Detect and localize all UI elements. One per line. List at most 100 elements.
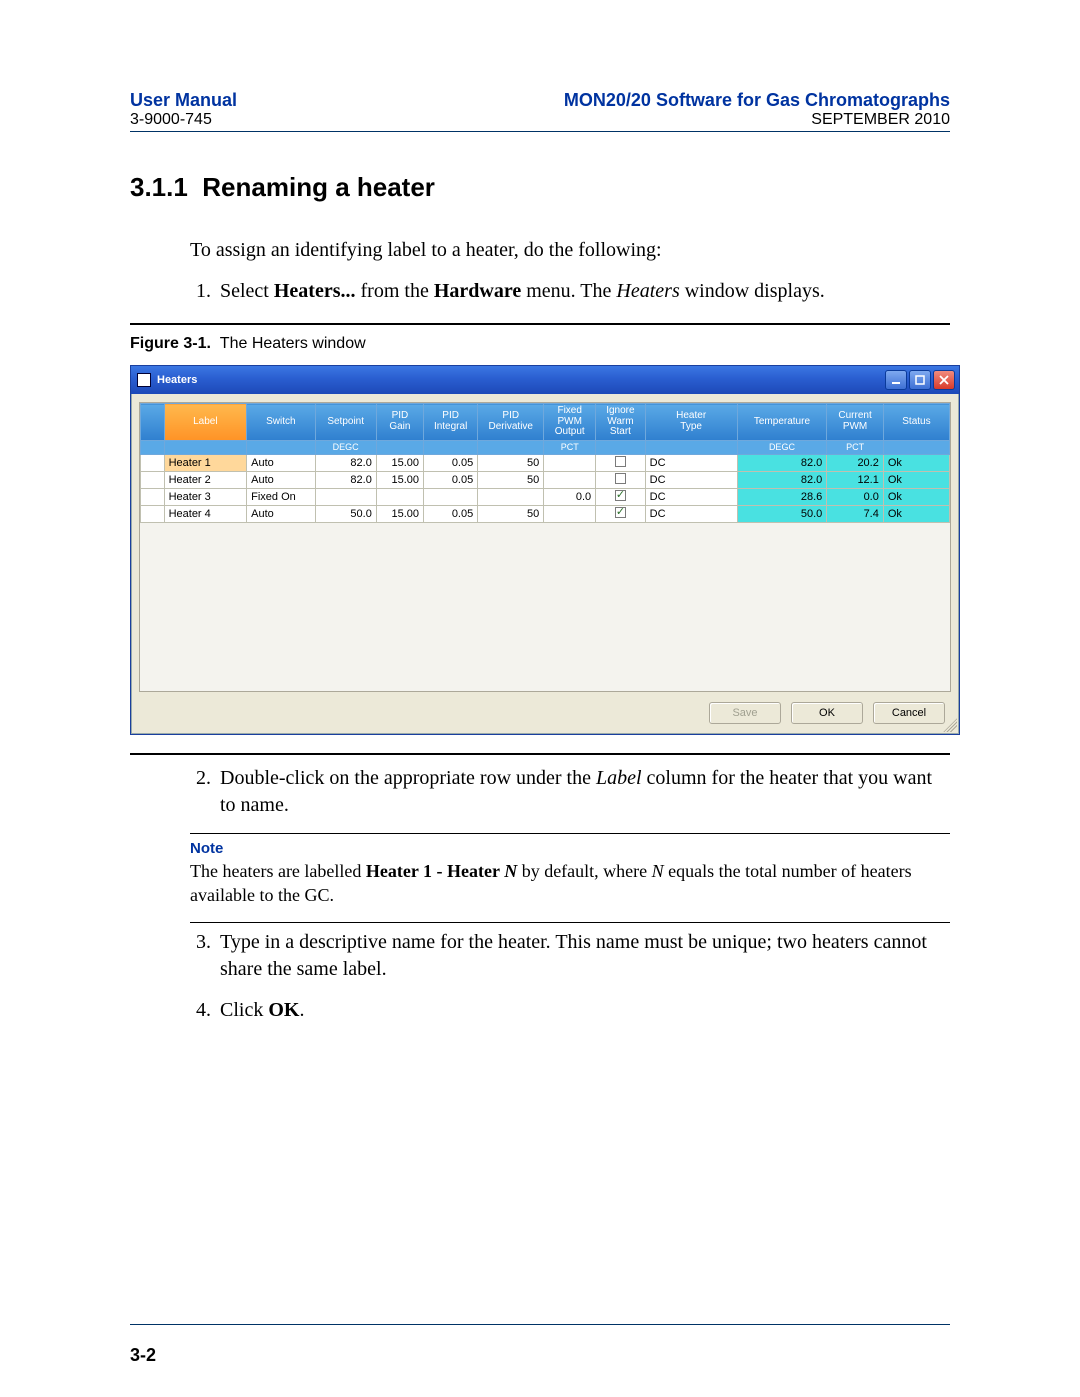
pid-integral-cell[interactable]: 0.05 xyxy=(424,505,478,522)
minimize-button[interactable] xyxy=(885,370,907,390)
checkbox-icon[interactable] xyxy=(615,456,626,467)
column-header[interactable]: PIDIntegral xyxy=(424,404,478,441)
column-header[interactable]: HeaterType xyxy=(645,404,737,441)
fixed-pwm-cell[interactable] xyxy=(544,471,596,488)
column-header[interactable]: Label xyxy=(164,404,247,441)
pid-gain-cell[interactable]: 15.00 xyxy=(376,471,423,488)
column-header[interactable]: IgnoreWarmStart xyxy=(596,404,646,441)
unit-cell: DEGC xyxy=(315,440,376,454)
ok-button[interactable]: OK xyxy=(791,702,863,724)
temperature-cell[interactable]: 28.6 xyxy=(737,488,827,505)
pid-gain-cell[interactable] xyxy=(376,488,423,505)
unit-cell xyxy=(247,440,315,454)
pid-integral-cell[interactable] xyxy=(424,488,478,505)
pid-gain-cell[interactable]: 15.00 xyxy=(376,505,423,522)
column-header[interactable]: PIDGain xyxy=(376,404,423,441)
temperature-cell[interactable]: 82.0 xyxy=(737,471,827,488)
table-row[interactable]: 2Heater 2Auto82.015.000.0550DC82.012.1Ok xyxy=(141,471,950,488)
setpoint-cell[interactable]: 82.0 xyxy=(315,471,376,488)
column-header[interactable]: FixedPWMOutput xyxy=(544,404,596,441)
row-number[interactable]: 3 xyxy=(141,488,165,505)
heater-type-cell[interactable]: DC xyxy=(645,488,737,505)
fixed-pwm-cell[interactable]: 0.0 xyxy=(544,488,596,505)
pid-derivative-cell[interactable]: 50 xyxy=(478,454,544,471)
status-cell[interactable]: Ok xyxy=(883,471,949,488)
column-header[interactable]: PIDDerivative xyxy=(478,404,544,441)
current-pwm-cell[interactable]: 12.1 xyxy=(827,471,884,488)
column-header[interactable]: Status xyxy=(883,404,949,441)
status-cell[interactable]: Ok xyxy=(883,505,949,522)
row-number[interactable]: 4 xyxy=(141,505,165,522)
ignore-warm-start-cell[interactable] xyxy=(596,505,646,522)
setpoint-cell[interactable]: 50.0 xyxy=(315,505,376,522)
pid-gain-cell[interactable]: 15.00 xyxy=(376,454,423,471)
current-pwm-cell[interactable]: 7.4 xyxy=(827,505,884,522)
column-header[interactable]: Temperature xyxy=(737,404,827,441)
pid-derivative-cell[interactable]: 50 xyxy=(478,471,544,488)
heater-type-cell[interactable]: DC xyxy=(645,471,737,488)
column-header[interactable]: CurrentPWM xyxy=(827,404,884,441)
row-number[interactable]: 1 xyxy=(141,454,165,471)
resize-grip-icon[interactable] xyxy=(943,718,957,732)
ignore-warm-start-cell[interactable] xyxy=(596,488,646,505)
table-row[interactable]: 4Heater 4Auto50.015.000.0550DC50.07.4Ok xyxy=(141,505,950,522)
close-button[interactable] xyxy=(933,370,955,390)
label-cell[interactable]: Heater 1 xyxy=(164,454,247,471)
pid-derivative-cell[interactable] xyxy=(478,488,544,505)
table-row[interactable]: 1Heater 1Auto82.015.000.0550DC82.020.2Ok xyxy=(141,454,950,471)
current-pwm-cell[interactable]: 20.2 xyxy=(827,454,884,471)
text: menu. The xyxy=(521,280,616,302)
status-cell[interactable]: Ok xyxy=(883,488,949,505)
setpoint-cell[interactable]: 82.0 xyxy=(315,454,376,471)
heaters-table[interactable]: LabelSwitchSetpointPIDGainPIDIntegralPID… xyxy=(140,403,950,523)
note-body: The heaters are labelled Heater 1 - Heat… xyxy=(190,859,950,908)
cancel-button[interactable]: Cancel xyxy=(873,702,945,724)
text: by default, where xyxy=(517,861,651,881)
heater-type-cell[interactable]: DC xyxy=(645,505,737,522)
checkbox-icon[interactable] xyxy=(615,507,626,518)
text: from the xyxy=(356,280,434,302)
ignore-warm-start-cell[interactable] xyxy=(596,454,646,471)
window-buttons xyxy=(885,370,955,390)
pid-derivative-cell[interactable]: 50 xyxy=(478,505,544,522)
temperature-cell[interactable]: 82.0 xyxy=(737,454,827,471)
status-cell[interactable]: Ok xyxy=(883,454,949,471)
step-2: Double-click on the appropriate row unde… xyxy=(216,765,950,819)
button-row: Save OK Cancel xyxy=(139,692,951,726)
switch-cell[interactable]: Auto xyxy=(247,505,315,522)
step-1: Select Heaters... from the Hardware menu… xyxy=(216,278,950,305)
pid-integral-cell[interactable]: 0.05 xyxy=(424,471,478,488)
note-bottom-rule xyxy=(190,922,950,923)
window-titlebar[interactable]: Heaters xyxy=(131,366,959,394)
ignore-warm-start-cell[interactable] xyxy=(596,471,646,488)
heaters-grid[interactable]: LabelSwitchSetpointPIDGainPIDIntegralPID… xyxy=(139,402,951,692)
column-header[interactable] xyxy=(141,404,165,441)
maximize-button[interactable] xyxy=(909,370,931,390)
label-cell[interactable]: Heater 4 xyxy=(164,505,247,522)
label-cell[interactable]: Heater 2 xyxy=(164,471,247,488)
unit-cell xyxy=(596,440,646,454)
pid-integral-cell[interactable]: 0.05 xyxy=(424,454,478,471)
unit-cell xyxy=(645,440,737,454)
checkbox-icon[interactable] xyxy=(615,490,626,501)
label-cell[interactable]: Heater 3 xyxy=(164,488,247,505)
column-header[interactable]: Setpoint xyxy=(315,404,376,441)
setpoint-cell[interactable] xyxy=(315,488,376,505)
figure-top-rule xyxy=(130,323,950,325)
switch-cell[interactable]: Fixed On xyxy=(247,488,315,505)
table-row[interactable]: 3Heater 3Fixed On0.0DC28.60.0Ok xyxy=(141,488,950,505)
row-number[interactable]: 2 xyxy=(141,471,165,488)
text: Select xyxy=(220,280,274,302)
column-header[interactable]: Switch xyxy=(247,404,315,441)
save-button[interactable]: Save xyxy=(709,702,781,724)
temperature-cell[interactable]: 50.0 xyxy=(737,505,827,522)
fixed-pwm-cell[interactable] xyxy=(544,454,596,471)
fixed-pwm-cell[interactable] xyxy=(544,505,596,522)
switch-cell[interactable]: Auto xyxy=(247,471,315,488)
switch-cell[interactable]: Auto xyxy=(247,454,315,471)
current-pwm-cell[interactable]: 0.0 xyxy=(827,488,884,505)
heater-type-cell[interactable]: DC xyxy=(645,454,737,471)
note-label: Note xyxy=(190,840,950,857)
checkbox-icon[interactable] xyxy=(615,473,626,484)
step-4: Click OK. xyxy=(216,997,950,1024)
